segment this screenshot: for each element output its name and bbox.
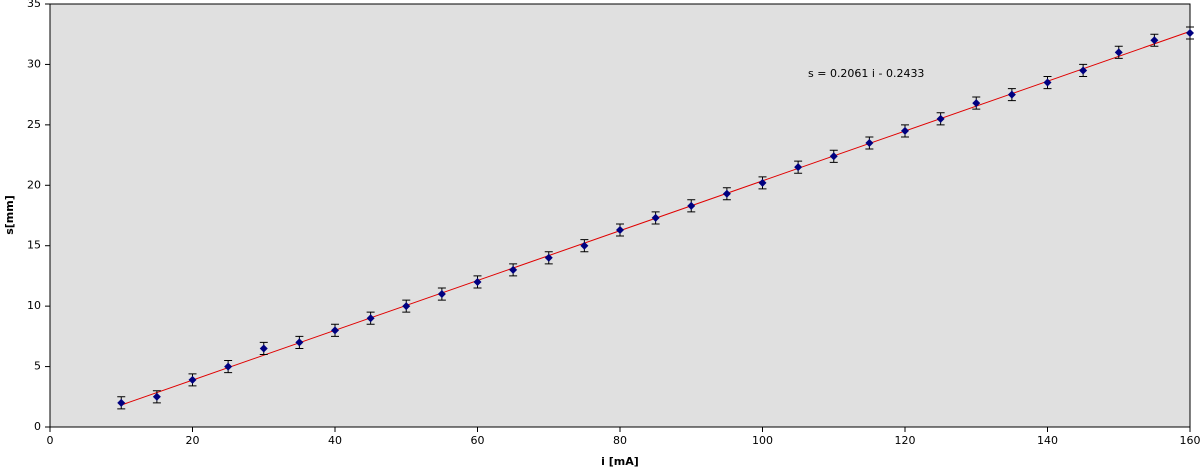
point — [794, 163, 803, 172]
x-tick-label: 40 — [328, 434, 342, 447]
plot-area — [49, 3, 1191, 428]
point — [366, 314, 375, 323]
x-tick-label: 120 — [895, 434, 916, 447]
y-tick-label: 10 — [27, 299, 41, 312]
x-axis-title: i [mA] — [601, 455, 639, 468]
y-tick-label: 25 — [27, 118, 41, 131]
x-tick-label: 60 — [471, 434, 485, 447]
point — [402, 302, 411, 311]
point — [651, 213, 660, 222]
point — [544, 253, 553, 262]
y-tick-label: 15 — [27, 239, 41, 252]
x-tick-label: 160 — [1180, 434, 1201, 447]
x-tick-label: 20 — [186, 434, 200, 447]
point — [331, 326, 339, 335]
point — [259, 344, 268, 353]
point — [188, 375, 197, 384]
point — [1186, 29, 1194, 38]
point — [1150, 36, 1159, 45]
point — [972, 99, 981, 108]
point — [295, 338, 304, 347]
y-tick-label: 5 — [34, 360, 41, 373]
y-tick-label: 20 — [27, 178, 41, 191]
point — [473, 277, 482, 286]
point — [829, 152, 838, 161]
point — [936, 114, 945, 123]
point — [1079, 66, 1088, 75]
y-tick-label: 35 — [27, 0, 41, 10]
point — [865, 138, 874, 147]
point — [901, 126, 909, 135]
x-tick-label: 80 — [613, 434, 627, 447]
point — [117, 398, 126, 407]
point — [722, 189, 731, 198]
point — [1114, 48, 1123, 57]
y-axis-title: s[mm] — [3, 195, 16, 235]
point — [758, 178, 767, 187]
annotation: s = 0.2061 i - 0.2433 — [808, 67, 924, 80]
point — [509, 265, 518, 274]
point — [616, 226, 624, 235]
x-tick-label: 100 — [752, 434, 773, 447]
y-tick-label: 0 — [34, 420, 41, 433]
point — [437, 290, 446, 299]
point — [687, 201, 696, 210]
point — [580, 241, 589, 250]
point — [1007, 90, 1016, 99]
x-tick-label: 140 — [1037, 434, 1058, 447]
point — [224, 362, 233, 371]
point — [152, 392, 161, 401]
point — [1043, 78, 1052, 87]
x-tick-label: 0 — [47, 434, 54, 447]
y-tick-label: 30 — [27, 57, 41, 70]
